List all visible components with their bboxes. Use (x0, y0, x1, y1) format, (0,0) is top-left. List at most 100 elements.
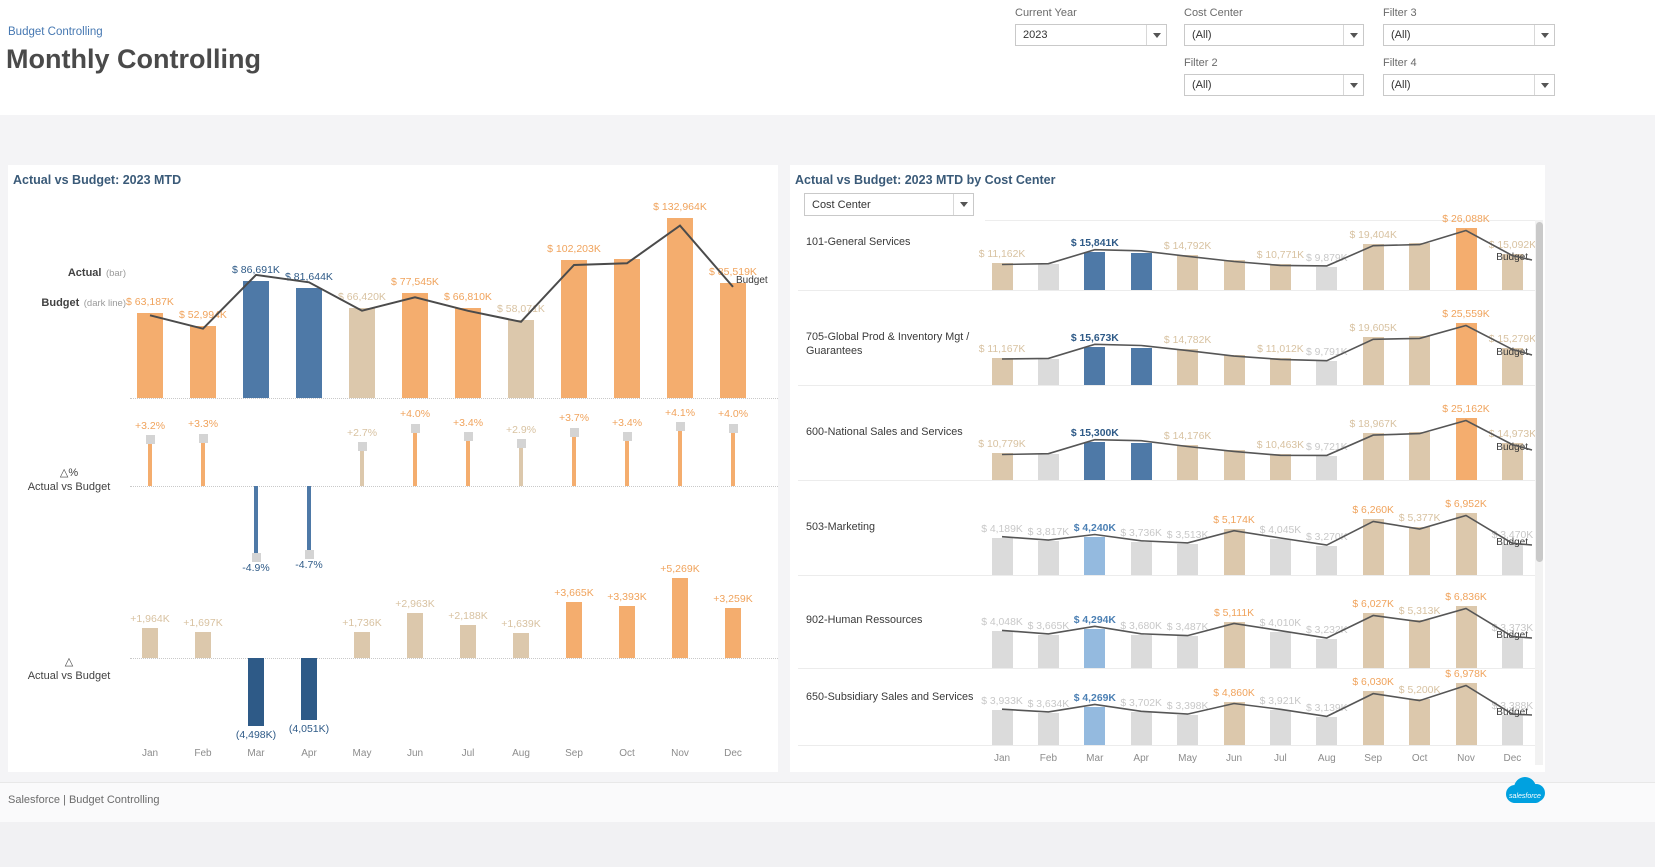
row3-bar-Jul[interactable] (1269, 454, 1291, 480)
row3-bar-Jun[interactable] (1223, 450, 1245, 480)
delta-pct-stick-Jul[interactable] (466, 436, 470, 486)
row2-bar-Jun[interactable] (1223, 355, 1245, 385)
delta-abs-bar-Jul[interactable] (460, 625, 476, 658)
row6-bar-Nov[interactable] (1455, 683, 1477, 745)
row4-bar-May[interactable] (1177, 544, 1199, 575)
row5-bar-May[interactable] (1177, 636, 1199, 668)
delta-pct-stick-Nov[interactable] (678, 426, 682, 486)
chevron-down-icon[interactable] (1343, 25, 1363, 45)
row3-bar-Apr[interactable] (1130, 443, 1152, 480)
row1-bar-Nov[interactable] (1455, 228, 1477, 290)
chevron-down-icon[interactable] (1343, 75, 1363, 95)
row6-bar-Mar[interactable] (1084, 707, 1106, 745)
row2-bar-Mar[interactable] (1084, 347, 1106, 385)
delta-abs-bar-Feb[interactable] (195, 632, 211, 658)
row3-bar-Oct[interactable] (1409, 432, 1431, 480)
row5-bar-Dec[interactable] (1501, 637, 1523, 668)
row5-bar-Jun[interactable] (1223, 622, 1245, 668)
row2-bar-Nov[interactable] (1455, 323, 1477, 385)
actual-bar-Jul[interactable] (455, 308, 481, 398)
row1-bar-May[interactable] (1177, 255, 1199, 290)
row2-bar-Aug[interactable] (1316, 361, 1338, 385)
row4-bar-Mar[interactable] (1084, 537, 1106, 575)
row6-bar-Jun[interactable] (1223, 702, 1245, 745)
actual-bar-Nov[interactable] (667, 218, 693, 398)
row5-bar-Feb[interactable] (1037, 635, 1059, 668)
row1-bar-Jan[interactable] (991, 263, 1013, 290)
row4-bar-Aug[interactable] (1316, 546, 1338, 575)
delta-abs-bar-Dec[interactable] (725, 608, 741, 658)
delta-pct-stick-Oct[interactable] (625, 436, 629, 486)
delta-pct-stick-Dec[interactable] (731, 428, 735, 486)
row5-bar-Jan[interactable] (991, 631, 1013, 668)
row4-bar-Jul[interactable] (1269, 539, 1291, 575)
row1-bar-Oct[interactable] (1409, 243, 1431, 290)
row2-bar-Oct[interactable] (1409, 336, 1431, 385)
delta-pct-stick-Sep[interactable] (572, 432, 576, 486)
delta-abs-bar-May[interactable] (354, 632, 370, 658)
row4-bar-Dec[interactable] (1501, 544, 1523, 575)
scrollbar-thumb[interactable] (1535, 222, 1543, 562)
row4-bar-Jan[interactable] (991, 538, 1013, 575)
row3-bar-May[interactable] (1177, 445, 1199, 480)
row1-bar-Aug[interactable] (1316, 267, 1338, 290)
row3-bar-Feb[interactable] (1037, 454, 1059, 480)
delta-abs-bar-Jan[interactable] (142, 628, 158, 658)
breadcrumb[interactable]: Budget Controlling (8, 26, 103, 38)
filter-cost-center-select[interactable]: (All) (1184, 24, 1364, 46)
row2-bar-Jan[interactable] (991, 358, 1013, 385)
row6-bar-Oct[interactable] (1409, 699, 1431, 745)
actual-bar-May[interactable] (349, 308, 375, 398)
row5-bar-Oct[interactable] (1409, 620, 1431, 668)
actual-bar-Sep[interactable] (561, 260, 587, 398)
delta-abs-bar-Oct[interactable] (619, 606, 635, 658)
chevron-down-icon[interactable] (1534, 75, 1554, 95)
row4-bar-Feb[interactable] (1037, 541, 1059, 575)
row3-bar-Mar[interactable] (1084, 442, 1106, 480)
row5-bar-Aug[interactable] (1316, 639, 1338, 668)
row6-bar-Dec[interactable] (1501, 715, 1523, 745)
delta-pct-stick-Mar[interactable] (254, 486, 258, 558)
row3-bar-Jan[interactable] (991, 453, 1013, 480)
row5-bar-Apr[interactable] (1130, 635, 1152, 668)
delta-pct-stick-May[interactable] (360, 446, 364, 486)
delta-abs-bar-Nov[interactable] (672, 578, 688, 658)
row4-bar-Apr[interactable] (1130, 542, 1152, 575)
actual-bar-Jun[interactable] (402, 293, 428, 398)
row6-bar-May[interactable] (1177, 715, 1199, 745)
row5-bar-Nov[interactable] (1455, 606, 1477, 668)
row4-bar-Oct[interactable] (1409, 527, 1431, 575)
row5-bar-Sep[interactable] (1362, 613, 1384, 668)
row4-bar-Jun[interactable] (1223, 529, 1245, 575)
delta-abs-bar-Aug[interactable] (513, 633, 529, 658)
chevron-down-icon[interactable] (1534, 25, 1554, 45)
row4-bar-Nov[interactable] (1455, 513, 1477, 575)
row1-bar-Jun[interactable] (1223, 260, 1245, 290)
delta-pct-stick-Apr[interactable] (307, 486, 311, 555)
row2-bar-May[interactable] (1177, 349, 1199, 385)
row1-bar-Sep[interactable] (1362, 244, 1384, 290)
delta-pct-stick-Jun[interactable] (413, 428, 417, 486)
row6-bar-Jul[interactable] (1269, 710, 1291, 745)
row6-bar-Apr[interactable] (1130, 712, 1152, 745)
row2-bar-Sep[interactable] (1362, 337, 1384, 385)
row2-bar-Apr[interactable] (1130, 348, 1152, 385)
filter-2-select[interactable]: (All) (1184, 74, 1364, 96)
row1-bar-Mar[interactable] (1084, 252, 1106, 290)
delta-pct-stick-Feb[interactable] (201, 438, 205, 486)
actual-bar-Dec[interactable] (720, 283, 746, 398)
row6-bar-Feb[interactable] (1037, 713, 1059, 745)
actual-bar-Aug[interactable] (508, 320, 534, 398)
delta-abs-bar-Sep[interactable] (566, 602, 582, 658)
row3-bar-Aug[interactable] (1316, 456, 1338, 480)
chevron-down-icon[interactable] (1146, 25, 1166, 45)
filter-4-select[interactable]: (All) (1383, 74, 1555, 96)
actual-bar-Feb[interactable] (190, 326, 216, 398)
delta-pct-stick-Jan[interactable] (148, 439, 152, 486)
row1-bar-Jul[interactable] (1269, 264, 1291, 290)
delta-abs-bar-Apr[interactable] (301, 658, 317, 720)
row6-bar-Sep[interactable] (1362, 691, 1384, 745)
cost-center-dropdown[interactable]: Cost Center (804, 193, 974, 216)
row3-bar-Sep[interactable] (1362, 433, 1384, 480)
actual-bar-Oct[interactable] (614, 259, 640, 398)
